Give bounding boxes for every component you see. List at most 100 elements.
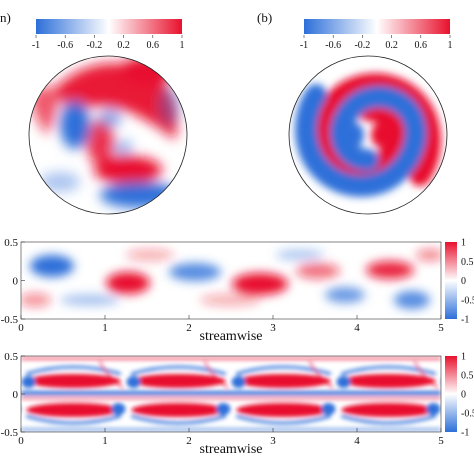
colorbar-tick-label: 0.6 [415,40,428,51]
upper-arch-gap [126,376,141,388]
heatmap-blob [394,291,430,309]
heatmap-blob [416,249,441,261]
colorbar-top-right: -1 -0.6 -0.2 0.2 0.6 1 [300,19,453,51]
y-tick-label: 0.5 [4,237,18,249]
heatmap-blob [169,263,221,281]
upper-arch [0,374,16,388]
lower-arch [26,403,121,417]
colorbar-tick-label: 1 [180,40,185,51]
shear-streak [98,361,124,389]
upper-arch-gap [21,376,36,388]
panel-b-label: (b) [257,10,272,25]
y-tick-label: -0.5 [1,427,19,439]
shear-streak [308,361,334,389]
lower-arch-edge [235,414,332,425]
upper-arch-edge [130,365,227,376]
x-tick-label: 1 [102,322,108,334]
panel-a-label: n) [0,10,11,25]
lower-arch-gap [426,403,441,415]
lower-arch-gap [216,403,231,415]
heatmap-blob [200,294,260,306]
lower-arch-gap [6,403,20,415]
panel-d-xlabel: streamwise [200,442,263,457]
x-tick-label: 0 [18,435,24,447]
lower-arch-edge [25,414,122,425]
panel-d-heatmap [0,355,442,433]
colorbar-bottom-gradient [445,356,457,432]
colorbar-top-left-gradient [36,19,182,34]
colorbar-tick-label: -0.2 [354,40,370,51]
centerline-band [21,391,441,395]
colorbar-tick-label: -0.6 [325,40,341,51]
x-tick-label: 3 [270,435,276,447]
upper-arch-edge [25,365,122,376]
lower-arch [341,403,436,417]
colorbar-tick-label: 0.2 [385,40,398,51]
lower-arch [131,403,226,417]
lower-arch-edge [130,414,227,425]
panel-c-axes: 0 1 2 3 4 50.50-0.5 [1,237,445,334]
heatmap-blob [366,261,414,279]
colorbar-tick-label: -0.5 [461,295,474,306]
y-tick-label: 0 [13,389,19,401]
colorbar-middle-gradient [445,242,457,319]
shear-streak [413,361,439,389]
y-tick-label: -0.5 [1,314,19,326]
wall-band [21,357,441,360]
heatmap-blob [30,255,74,277]
x-tick-label: 2 [186,435,192,447]
panel-c-xlabel: streamwise [200,329,263,344]
panel-a-heatmap [28,55,188,215]
lower-arch-edge [0,416,16,423]
colorbar-tick-label: -1 [461,428,469,439]
panel-c-heatmap [20,241,442,320]
colorbar-tick-label: 0.2 [117,40,130,51]
x-tick-label: 4 [354,435,360,447]
panel-d-axes: 0 1 2 3 4 50.50-0.5 [1,351,445,447]
lower-arch-gap [321,403,336,415]
x-tick-label: 3 [270,322,276,334]
lower-arch [236,403,331,417]
heatmap-blob [21,293,51,307]
upper-arch-edge [235,365,332,376]
colorbar-tick-label: 1 [448,40,453,51]
colorbar-tick-label: 1 [461,238,466,249]
panel-b-heatmap [288,55,448,215]
x-tick-label: 1 [102,435,108,447]
shear-streak [0,362,18,388]
colorbar-tick-label: 0 [461,390,466,401]
colorbar-tick-label: -0.6 [57,40,73,51]
lower-arch-gap [111,403,126,415]
colorbar-tick-label: 0.5 [461,257,474,268]
colorbar-tick-label: 0 [461,276,466,287]
lower-arch-edge [340,414,437,425]
colorbar-middle: 1 0.5 0 -0.5 -1 [445,238,474,326]
y-tick-label: 0.5 [4,351,18,363]
colorbar-tick-label: -0.2 [86,40,102,51]
heatmap-blob [232,273,288,295]
upper-arch [341,374,436,388]
upper-arch-edge [0,367,16,374]
colorbar-tick-label: -0.5 [461,409,474,420]
colorbar-tick-label: -1 [300,40,308,51]
colorbar-top-right-gradient [304,19,450,34]
shear-streak [203,361,229,389]
upper-arch [131,374,226,388]
lower-arch [0,403,16,417]
upper-arch-edge [340,365,437,376]
x-tick-label: 5 [438,322,444,334]
y-tick-label: 0 [13,276,19,288]
heatmap-blob [276,249,324,261]
upper-arch [26,374,121,388]
colorbar-tick-label: -1 [461,315,469,326]
heatmap-blob [296,263,340,279]
heatmap-blob [126,249,174,261]
heatmap-blob [325,287,365,303]
wall-band [21,428,441,431]
colorbar-bottom: 1 0.5 0 -0.5 -1 [445,352,474,439]
upper-arch-gap [231,376,246,388]
colorbar-tick-label: 1 [461,352,466,363]
upper-arch [236,374,331,388]
centerline-band [21,397,441,399]
colorbar-tick-label: -1 [32,40,40,51]
